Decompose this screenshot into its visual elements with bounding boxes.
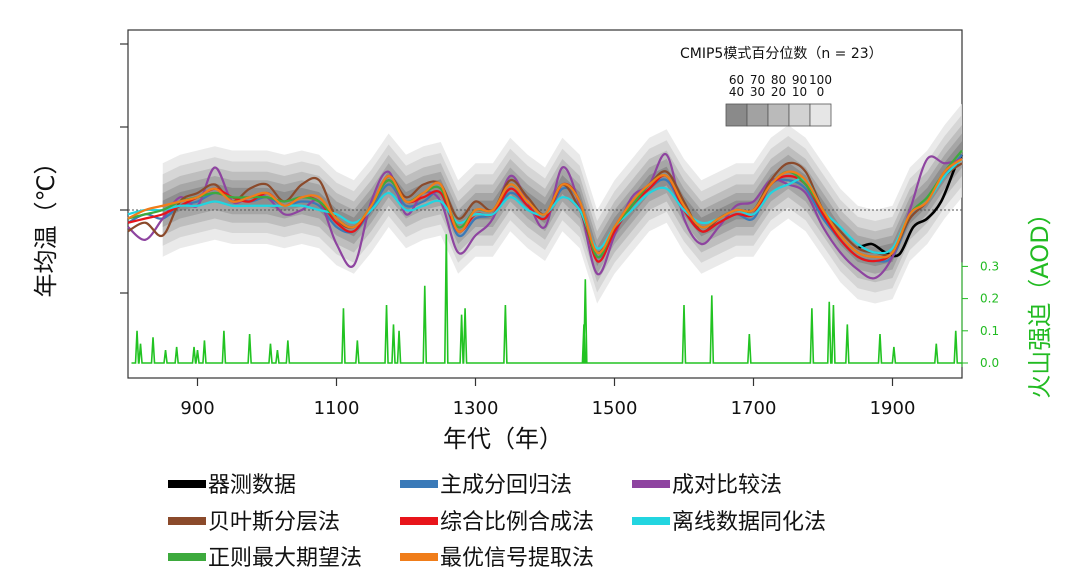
series-line-0: [857, 154, 964, 258]
legend-swatch-4: [400, 517, 438, 525]
volcanic-forcing-series: [131, 234, 962, 364]
legend-label-4: 综合比例合成法: [440, 510, 594, 535]
reconstruction-series: [127, 149, 964, 280]
aod-tick-label-1: 0.1: [980, 324, 999, 338]
cmip5-pct-bottom-3: 10: [792, 85, 807, 99]
legend-label-3: 贝叶斯分层法: [208, 510, 340, 535]
x-tick-label-4: 1700: [731, 398, 777, 419]
x-axis-title: 年代（年）: [443, 425, 563, 453]
cmip5-pct-top-3: 90: [792, 73, 807, 87]
legend-label-6: 正则最大期望法: [208, 546, 362, 571]
aod-tick-label-3: 0.3: [980, 259, 999, 273]
legend-label-0: 器测数据: [208, 473, 296, 498]
x-tick-label-1: 1100: [314, 398, 360, 419]
legend-item-1: 主成分回归法: [400, 473, 572, 498]
ensemble-band-2: [162, 125, 962, 283]
cmip5-shade-box-2: [767, 103, 790, 127]
cmip5-pct-top-2: 80: [771, 73, 786, 87]
cmip5-shade-box-0: [725, 103, 748, 127]
x-tick-label-2: 1300: [453, 398, 499, 419]
cmip5-shade-box-3: [788, 103, 811, 127]
legend-swatch-7: [400, 553, 438, 561]
legend-item-3: 贝叶斯分层法: [168, 510, 340, 535]
aod-axis-ticks: 0.0 0.1 0.2 0.3: [961, 259, 999, 370]
legend-item-5: 离线数据同化法: [632, 510, 826, 535]
x-tick-label-5: 1900: [870, 398, 916, 419]
x-axis-ticks: 900 1100 1300 1500 1700 1900: [180, 378, 915, 419]
legend-item-6: 正则最大期望法: [168, 546, 362, 571]
cmip5-pct-bottom-2: 20: [771, 85, 786, 99]
legend-item-7: 最优信号提取法: [400, 546, 594, 571]
aod-tick-label-2: 0.2: [980, 292, 999, 306]
legend-swatch-3: [168, 517, 206, 525]
y2-axis-title: 火山强迫（AOD）: [1026, 201, 1054, 398]
legend-label-1: 主成分回归法: [440, 473, 572, 498]
plot-frame: [127, 29, 963, 379]
cmip5-pct-bottom-0: 40: [729, 85, 744, 99]
cmip5-shade-box-1: [746, 103, 769, 127]
cmip5-pct-top-1: 70: [750, 73, 765, 87]
legend-swatch-1: [400, 480, 438, 488]
legend-swatch-2: [632, 480, 670, 488]
cmip5-ensemble-bands: [162, 103, 962, 304]
cmip5-pct-bottom-4: 0: [817, 85, 825, 99]
cmip5-pct-bottom-1: 30: [750, 85, 765, 99]
x-tick-label-0: 900: [180, 398, 214, 419]
legend-swatch-0: [168, 480, 206, 488]
legend-item-4: 综合比例合成法: [400, 510, 594, 535]
volcanic-aod-line: [131, 234, 962, 364]
y-axis-ticks: [120, 43, 128, 294]
series-line-7: [127, 158, 963, 259]
cmip5-shade-box-4: [809, 103, 832, 127]
x-tick-label-3: 1500: [592, 398, 638, 419]
legend-item-0: 器测数据: [168, 473, 296, 498]
legend-label-7: 最优信号提取法: [440, 546, 594, 571]
legend-item-2: 成对比较法: [632, 473, 782, 498]
legend-label-2: 成对比较法: [672, 473, 782, 498]
legend-swatch-5: [632, 517, 670, 525]
legend-swatch-6: [168, 553, 206, 561]
legend-label-5: 离线数据同化法: [672, 510, 826, 535]
cmip5-pct-top-0: 60: [729, 73, 744, 87]
cmip5-pct-top-4: 100: [809, 73, 832, 87]
y-axis-title: 年均温（℃）: [32, 151, 60, 298]
cmip5-legend-title: CMIP5模式百分位数（n = 23）: [680, 46, 883, 62]
aod-tick-label-0: 0.0: [980, 356, 999, 370]
